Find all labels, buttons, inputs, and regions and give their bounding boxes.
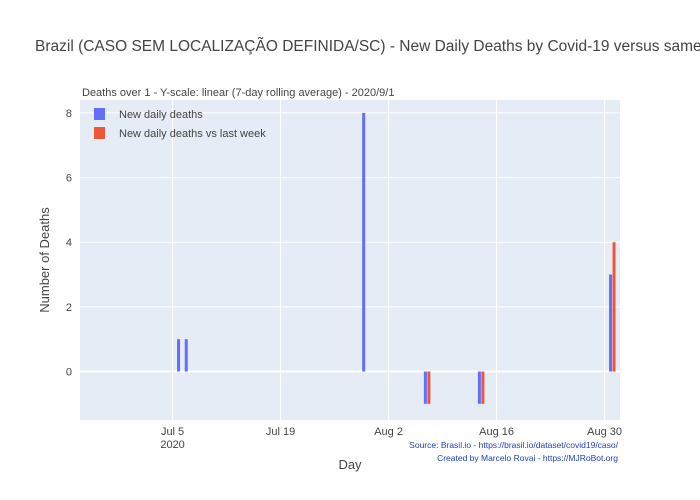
bars-layer	[177, 112, 616, 404]
y-tick-label: 8	[66, 108, 72, 120]
bar-vs-last-week	[481, 371, 485, 404]
legend-swatch	[94, 127, 105, 139]
bar-new-daily-deaths	[609, 274, 613, 372]
legend-swatch	[94, 108, 105, 120]
legend-label: New daily deaths vs last week	[119, 128, 266, 140]
legend-item[interactable]: New daily deaths vs last week	[94, 127, 266, 140]
bar-new-daily-deaths	[477, 371, 481, 404]
legend-item[interactable]: New daily deaths	[94, 108, 203, 121]
x-axis-title: Day	[338, 457, 362, 472]
chart-subtitle: Deaths over 1 - Y-scale: linear (7-day r…	[82, 87, 394, 99]
y-tick-label: 4	[66, 237, 72, 249]
bar-new-daily-deaths	[177, 339, 181, 372]
bar-new-daily-deaths	[362, 112, 366, 372]
chart-title: Brazil (CASO SEM LOCALIZAÇÃO DEFINIDA/SC…	[35, 38, 700, 55]
y-tick-label: 6	[66, 173, 72, 185]
legend[interactable]: New daily deaths New daily deaths vs last…	[94, 108, 266, 140]
y-tick-label: 2	[66, 302, 72, 314]
y-tick-label: 0	[66, 367, 72, 379]
x-tick-sublabel: 2020	[160, 439, 184, 451]
bar-new-daily-deaths	[423, 371, 427, 404]
credit-annotation: Created by Marcelo Rovai - https://MJRoB…	[437, 453, 618, 463]
legend-label: New daily deaths	[119, 109, 203, 121]
x-tick-label: Aug 2	[374, 426, 403, 438]
source-annotation: Source: Brasil.io - https://brasil.io/da…	[409, 440, 618, 450]
x-tick-label: Jul 19	[266, 426, 295, 438]
plot-area	[80, 100, 620, 420]
y-tick-labels: 0 2 4 6 8	[66, 108, 72, 379]
bar-vs-last-week	[612, 242, 616, 372]
x-tick-label: Jul 5	[161, 426, 184, 438]
y-axis-title: Number of Deaths	[37, 207, 52, 313]
grid-layer	[80, 100, 620, 420]
bar-vs-last-week	[427, 371, 431, 404]
bar-new-daily-deaths	[184, 339, 188, 372]
x-tick-label: Aug 16	[479, 426, 514, 438]
x-tick-label: Aug 30	[587, 426, 622, 438]
